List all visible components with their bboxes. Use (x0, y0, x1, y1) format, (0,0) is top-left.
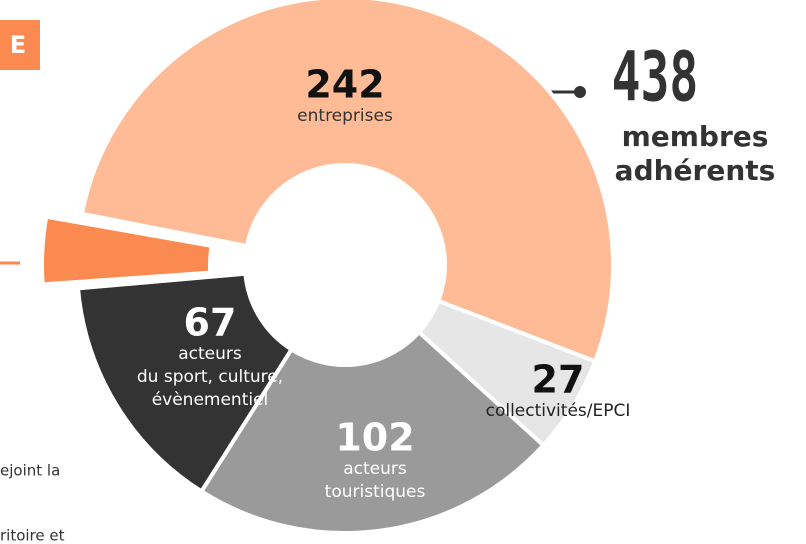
value-label: 102 (335, 416, 414, 460)
donut-slice (79, 0, 615, 364)
category-label: acteurs (343, 459, 407, 479)
total-dot (574, 86, 586, 98)
category-label: touristiques (325, 482, 426, 502)
text-fragment: ejoint la (0, 462, 60, 480)
total-value: 438 (612, 38, 699, 118)
decor-wedge (40, 214, 214, 287)
value-label: 242 (305, 63, 384, 107)
value-label: 67 (184, 301, 237, 345)
category-label: du sport, culture, (137, 367, 283, 387)
value-label: 27 (532, 358, 585, 402)
badge-text: E (10, 31, 26, 59)
badge (0, 20, 40, 70)
total-label: adhérents (615, 154, 776, 187)
category-label: évènementiel (152, 390, 269, 410)
category-label: collectivités/EPCI (486, 401, 631, 421)
total-label: membres (622, 120, 769, 153)
text-fragment: ritoire et (0, 527, 65, 544)
category-label: entreprises (297, 106, 393, 126)
donut-slice (75, 271, 295, 495)
category-label: acteurs (178, 344, 242, 364)
donut-slice (198, 329, 547, 535)
